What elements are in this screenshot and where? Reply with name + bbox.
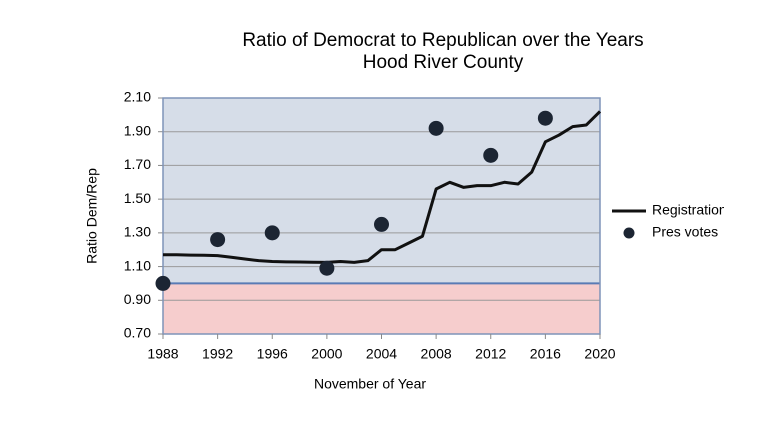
y-tick-label: 0.90 <box>124 291 151 307</box>
chart-title: Ratio of Democrat to Republican over the… <box>242 30 643 51</box>
y-tick-label: 1.30 <box>124 224 151 240</box>
x-tick-label: 1988 <box>147 346 178 362</box>
pres-vote-marker <box>428 120 444 136</box>
pres-vote-marker <box>374 216 389 232</box>
y-tick-label: 1.50 <box>124 190 151 206</box>
x-tick-label: 2012 <box>475 346 506 362</box>
y-tick-label: 1.90 <box>124 122 151 138</box>
legend-swatch <box>623 227 635 239</box>
registration-line <box>163 110 602 264</box>
y-tick-label: 2.10 <box>124 89 151 105</box>
x-axis-label: November of Year <box>314 376 426 392</box>
y-axis-label: Ratio Dem/Rep <box>84 168 100 264</box>
x-tick-label: 1996 <box>257 346 288 362</box>
x-tick-label: 2016 <box>530 346 561 362</box>
legend: Registration Pres votes <box>612 202 727 240</box>
y-tick-label: 1.70 <box>124 156 151 172</box>
x-tick-label: 2020 <box>584 346 615 362</box>
region-above <box>163 98 600 284</box>
pres-vote-marker <box>319 260 335 276</box>
x-tick-label: 1992 <box>202 346 233 362</box>
legend-label: Pres votes <box>652 224 718 240</box>
pres-vote-marker <box>210 232 226 248</box>
y-tick-label: 1.10 <box>124 257 151 273</box>
chart-subtitle: Hood River County <box>363 52 524 73</box>
region-below <box>163 283 600 334</box>
x-tick-label: 2000 <box>311 346 342 362</box>
x-tick-label: 2008 <box>421 346 452 362</box>
pres-vote-marker <box>264 225 280 241</box>
pres-vote-marker <box>155 275 171 291</box>
x-tick-label: 2004 <box>366 346 397 362</box>
pres-vote-marker <box>537 110 553 126</box>
legend-label: Registration <box>652 202 727 218</box>
y-tick-label: 0.70 <box>124 325 151 341</box>
pres-vote-marker <box>483 147 499 163</box>
